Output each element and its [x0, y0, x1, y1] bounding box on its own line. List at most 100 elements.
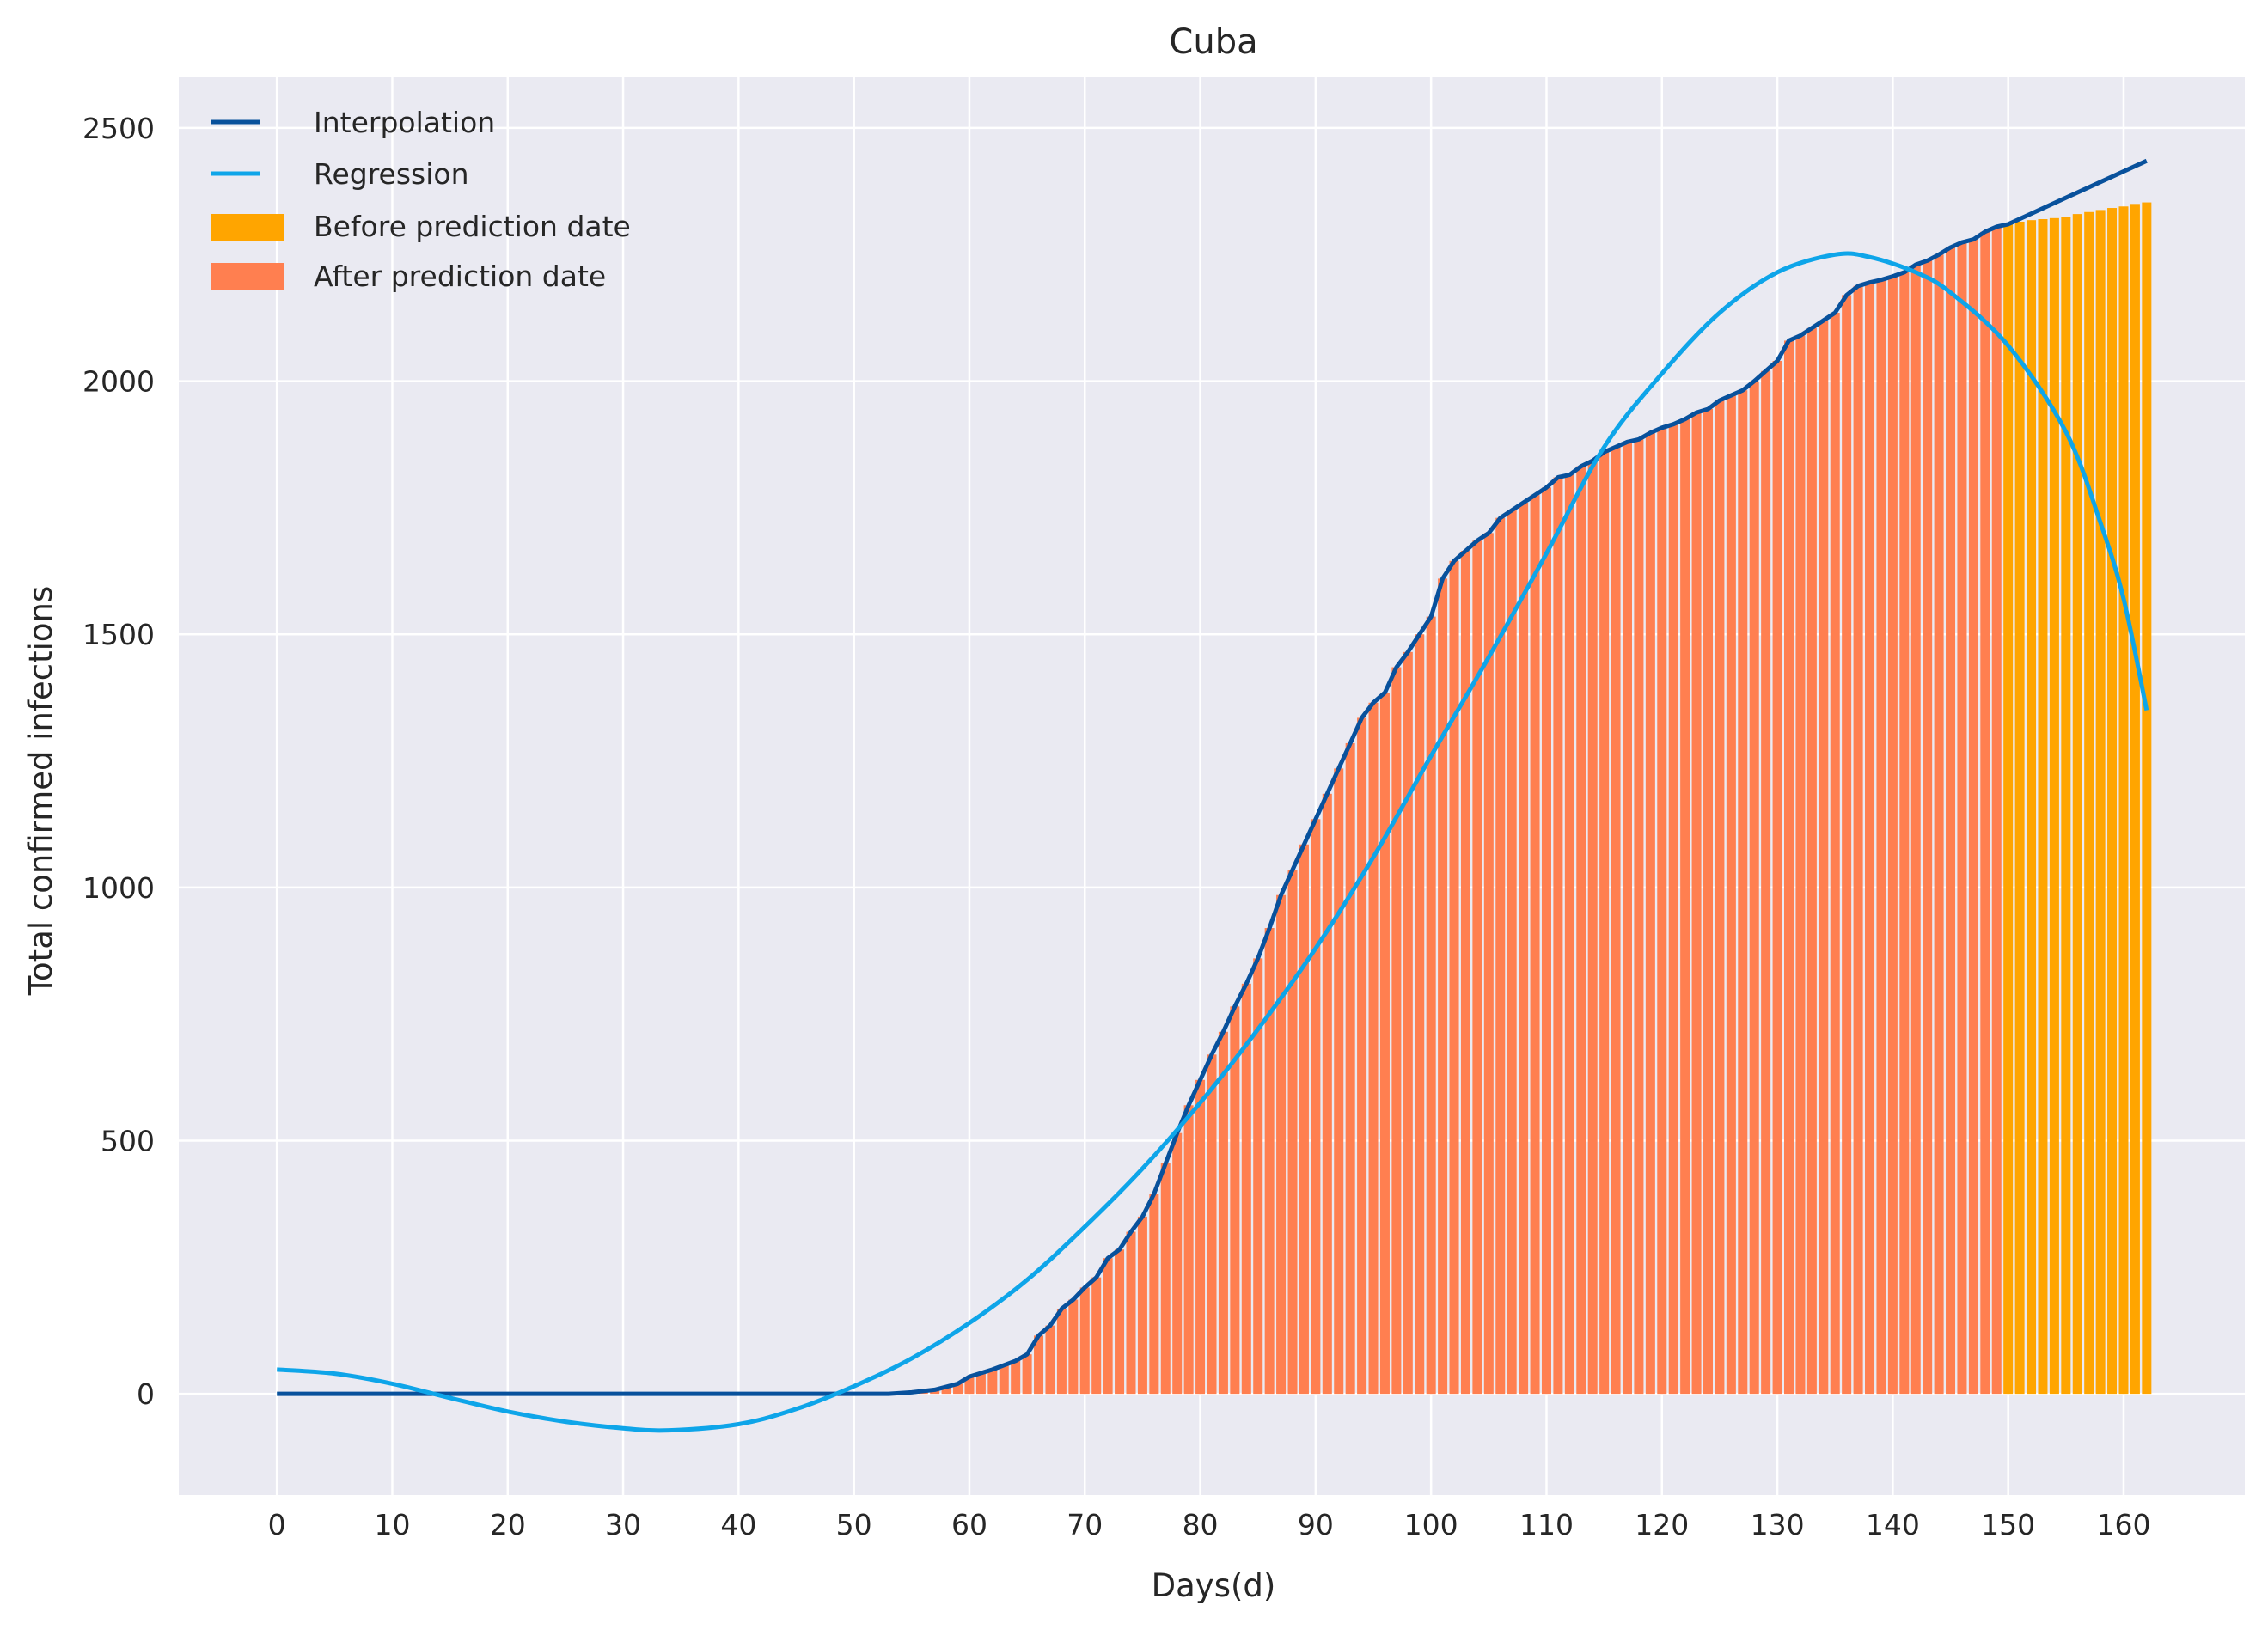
- bar-after-prediction: [1830, 313, 1840, 1395]
- bar-after-prediction: [1403, 651, 1413, 1395]
- bar-after-prediction: [1761, 370, 1771, 1395]
- bar-before-prediction: [2061, 217, 2071, 1395]
- bar-after-prediction: [1438, 578, 1448, 1395]
- bar-after-prediction: [1507, 510, 1517, 1395]
- bar-before-prediction: [2118, 206, 2129, 1395]
- bar-before-prediction: [2027, 220, 2037, 1395]
- bar-before-prediction: [2107, 208, 2118, 1395]
- bar-after-prediction: [1230, 1006, 1240, 1395]
- bar-after-prediction: [1056, 1309, 1067, 1395]
- legend-label-after-prediction: After prediction date: [314, 259, 606, 293]
- bar-after-prediction: [1495, 517, 1506, 1395]
- y-tick-label: 500: [101, 1125, 155, 1158]
- x-tick-label: 40: [720, 1508, 756, 1541]
- bar-after-prediction: [1045, 1325, 1055, 1395]
- x-tick-label: 120: [1635, 1508, 1689, 1541]
- bar-after-prediction: [1910, 265, 1921, 1395]
- bar-after-prediction: [1311, 819, 1321, 1395]
- bar-after-prediction: [1980, 231, 1990, 1395]
- bar-after-prediction: [1865, 282, 1875, 1395]
- bar-before-prediction: [2014, 221, 2025, 1395]
- bar-after-prediction: [1218, 1031, 1228, 1395]
- bar-after-prediction: [1483, 533, 1494, 1395]
- bar-after-prediction: [1068, 1299, 1079, 1395]
- bar-after-prediction: [1957, 242, 1967, 1395]
- lines: [277, 158, 2149, 1433]
- bar-after-prediction: [1587, 461, 1598, 1395]
- bar-after-prediction: [1899, 272, 1910, 1395]
- bar-after-prediction: [1149, 1194, 1159, 1395]
- legend-swatch-after-prediction: [211, 263, 284, 290]
- bar-before-prediction: [2038, 219, 2048, 1395]
- bar-after-prediction: [1115, 1249, 1125, 1395]
- bar-before-prediction: [2142, 202, 2152, 1395]
- x-tick-label: 30: [605, 1508, 641, 1541]
- bar-after-prediction: [1806, 327, 1817, 1395]
- bar-after-prediction: [1749, 381, 1759, 1395]
- bar-after-prediction: [941, 1386, 951, 1395]
- bar-before-prediction: [2049, 217, 2059, 1395]
- bar-after-prediction: [1946, 247, 1956, 1395]
- bar-after-prediction: [1126, 1231, 1136, 1395]
- x-tick-labels: 0 10 20 30 40 50 60 70 80 90 100 110 120 130 140 150 160: [268, 1508, 2151, 1541]
- bar-before-prediction: [2084, 211, 2094, 1395]
- x-tick-label: 140: [1866, 1508, 1920, 1541]
- bar-after-prediction: [1160, 1163, 1171, 1395]
- bar-after-prediction: [1657, 427, 1667, 1395]
- bar-after-prediction: [1276, 894, 1287, 1395]
- x-tick-label: 100: [1404, 1508, 1458, 1541]
- bar-after-prediction: [1460, 550, 1470, 1395]
- bar-before-prediction: [2095, 210, 2106, 1395]
- bar-after-prediction: [1207, 1054, 1217, 1395]
- bar-after-prediction: [1934, 254, 1944, 1395]
- bar-after-prediction: [1853, 285, 1863, 1395]
- x-tick-label: 90: [1298, 1508, 1334, 1541]
- bar-after-prediction: [1668, 424, 1678, 1395]
- bar-after-prediction: [1784, 340, 1794, 1395]
- x-tick-label: 80: [1183, 1508, 1219, 1541]
- bars: [895, 202, 2152, 1395]
- bar-after-prediction: [1034, 1335, 1044, 1395]
- x-axis-label: Days(d): [1152, 1567, 1276, 1604]
- x-tick-label: 150: [1981, 1508, 2035, 1541]
- bar-after-prediction: [1819, 320, 1829, 1395]
- bar-before-prediction: [2130, 204, 2140, 1395]
- bar-after-prediction: [1564, 474, 1574, 1395]
- bar-after-prediction: [1391, 667, 1402, 1395]
- bar-after-prediction: [1553, 477, 1563, 1395]
- bar-after-prediction: [1345, 742, 1355, 1395]
- bar-after-prediction: [1299, 844, 1309, 1395]
- x-tick-label: 130: [1751, 1508, 1805, 1541]
- bar-after-prediction: [1195, 1079, 1206, 1395]
- bar-after-prediction: [1876, 279, 1886, 1395]
- y-tick-labels: 0 500 1000 1500 2000 2500: [83, 112, 155, 1411]
- bar-after-prediction: [1415, 634, 1425, 1395]
- bar-after-prediction: [1599, 452, 1610, 1395]
- bar-after-prediction: [1738, 390, 1748, 1395]
- bar-before-prediction: [2003, 223, 2014, 1395]
- interpolation-line: [277, 158, 2148, 1396]
- bar-after-prediction: [1634, 439, 1644, 1395]
- legend-label-regression: Regression: [314, 157, 469, 191]
- chart-title: Cuba: [1169, 22, 1257, 62]
- bar-after-prediction: [1103, 1258, 1113, 1395]
- legend-label-before-prediction: Before prediction date: [314, 210, 631, 243]
- bar-after-prediction: [1622, 442, 1632, 1395]
- bar-after-prediction: [1241, 983, 1251, 1395]
- y-axis-label: Total confirmed infections: [22, 586, 59, 997]
- bar-after-prediction: [987, 1369, 998, 1395]
- bar-after-prediction: [1022, 1354, 1032, 1395]
- y-tick-label: 0: [137, 1377, 155, 1411]
- legend: Interpolation Regression Before predicti…: [211, 106, 631, 293]
- legend-label-interpolation: Interpolation: [314, 106, 495, 139]
- x-tick-label: 20: [490, 1508, 526, 1541]
- bar-after-prediction: [1541, 487, 1551, 1395]
- bar-after-prediction: [1137, 1216, 1147, 1395]
- bar-after-prediction: [1426, 616, 1436, 1395]
- y-tick-label: 2500: [83, 112, 155, 145]
- y-tick-label: 1500: [83, 618, 155, 651]
- bar-after-prediction: [964, 1377, 975, 1395]
- bar-after-prediction: [953, 1383, 963, 1395]
- bar-after-prediction: [1795, 335, 1806, 1395]
